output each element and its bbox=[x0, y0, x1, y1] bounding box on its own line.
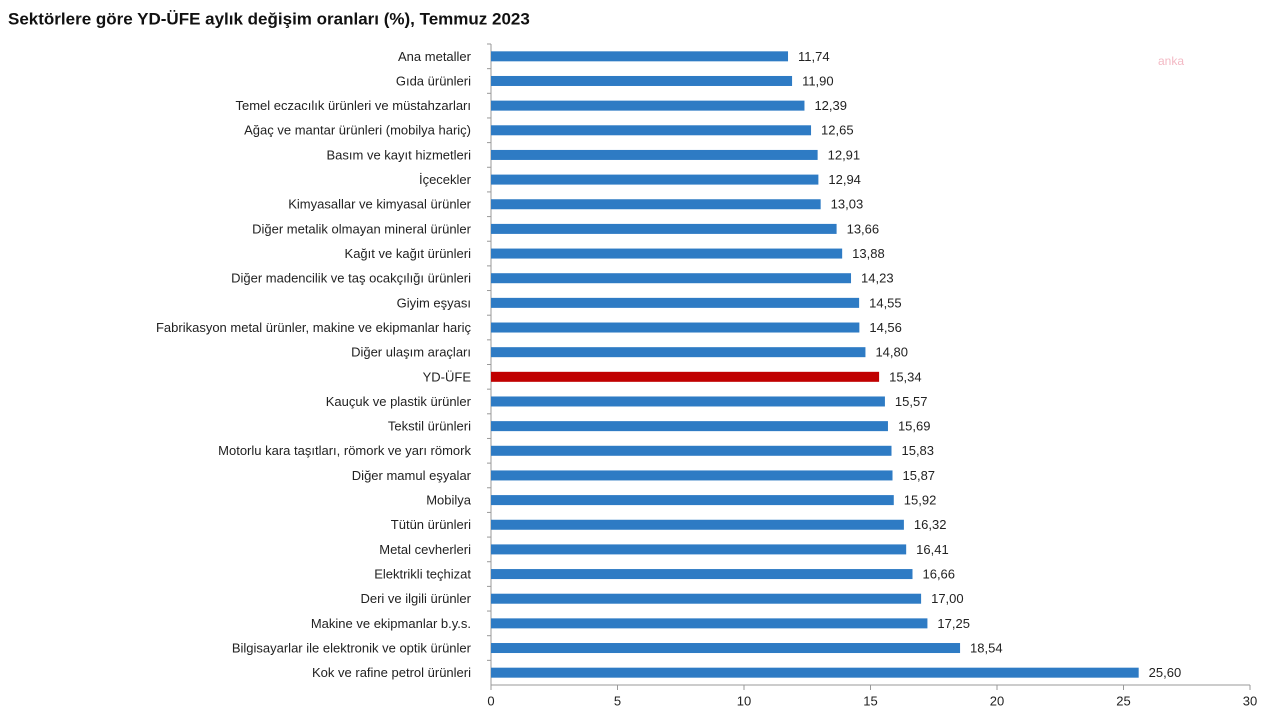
bar bbox=[491, 125, 812, 136]
value-label: 13,03 bbox=[831, 197, 864, 212]
value-label: 15,34 bbox=[889, 369, 922, 384]
value-label: 14,55 bbox=[869, 295, 902, 310]
y-tick-label: Tekstil ürünleri bbox=[388, 419, 471, 434]
x-tick-label: 20 bbox=[990, 693, 1004, 708]
bar bbox=[491, 174, 819, 185]
value-label: 15,69 bbox=[898, 419, 931, 434]
y-tick-label: Diğer madencilik ve taş ocakçılığı ürünl… bbox=[231, 271, 471, 286]
value-label: 12,65 bbox=[821, 123, 854, 138]
y-tick-label: Fabrikasyon metal ürünler, makine ve eki… bbox=[156, 320, 472, 335]
y-tick-label: Ağaç ve mantar ürünleri (mobilya hariç) bbox=[244, 123, 471, 138]
value-label: 14,80 bbox=[875, 345, 908, 360]
value-label: 15,87 bbox=[903, 468, 936, 483]
y-tick-label: Tütün ürünleri bbox=[391, 517, 471, 532]
value-label: 16,66 bbox=[922, 566, 955, 581]
y-tick-label: Diğer metalik olmayan mineral ürünler bbox=[252, 221, 472, 236]
y-tick-label: Deri ve ilgili ürünler bbox=[360, 591, 471, 606]
y-tick-label: İçecekler bbox=[419, 172, 472, 187]
y-tick-label: Mobilya bbox=[426, 493, 472, 508]
watermark: anka bbox=[1158, 54, 1184, 68]
value-label: 12,39 bbox=[814, 98, 847, 113]
y-tick-label: Bilgisayarlar ile elektronik ve optik ür… bbox=[232, 640, 472, 655]
value-label: 15,57 bbox=[895, 394, 928, 409]
y-tick-label: Diğer ulaşım araçları bbox=[351, 345, 471, 360]
y-tick-label: Temel eczacılık ürünleri ve müstahzarlar… bbox=[235, 98, 471, 113]
y-tick-label: Gıda ürünleri bbox=[396, 73, 471, 88]
value-label: 14,23 bbox=[861, 271, 894, 286]
y-tick-label: Makine ve ekipmanlar b.y.s. bbox=[311, 616, 471, 631]
x-tick-label: 30 bbox=[1243, 693, 1257, 708]
bar bbox=[491, 667, 1139, 678]
y-tick-label: Elektrikli teçhizat bbox=[374, 566, 471, 581]
y-tick-label: Kauçuk ve plastik ürünler bbox=[326, 394, 472, 409]
x-tick-label: 0 bbox=[487, 693, 494, 708]
value-label: 11,90 bbox=[802, 73, 834, 88]
value-label: 14,56 bbox=[869, 320, 902, 335]
bar bbox=[491, 149, 818, 160]
value-label: 13,66 bbox=[847, 221, 880, 236]
value-label: 12,91 bbox=[828, 147, 861, 162]
y-tick-label: Metal cevherleri bbox=[379, 542, 471, 557]
value-label: 12,94 bbox=[828, 172, 861, 187]
value-label: 17,25 bbox=[937, 616, 970, 631]
value-label: 16,32 bbox=[914, 517, 947, 532]
x-tick-label: 15 bbox=[863, 693, 877, 708]
x-tick-label: 10 bbox=[737, 693, 751, 708]
value-label: 15,83 bbox=[901, 443, 934, 458]
bar bbox=[491, 199, 821, 210]
bar bbox=[491, 618, 928, 629]
y-tick-label: Kimyasallar ve kimyasal ürünler bbox=[288, 197, 471, 212]
value-label: 16,41 bbox=[916, 542, 949, 557]
bar bbox=[491, 223, 837, 234]
bar bbox=[491, 470, 893, 481]
value-label: 15,92 bbox=[904, 493, 937, 508]
bar bbox=[491, 569, 913, 580]
bar bbox=[491, 322, 860, 333]
bar bbox=[491, 75, 793, 86]
bar bbox=[491, 593, 922, 604]
y-tick-label: Kok ve rafine petrol ürünleri bbox=[312, 665, 471, 680]
value-label: 11,74 bbox=[798, 49, 830, 64]
y-tick-label: Diğer mamul eşyalar bbox=[352, 468, 472, 483]
chart-title: Sektörlere göre YD-ÜFE aylık değişim ora… bbox=[8, 9, 530, 28]
x-tick-label: 5 bbox=[614, 693, 621, 708]
bar bbox=[491, 544, 907, 555]
bar bbox=[491, 347, 866, 358]
bar bbox=[491, 396, 885, 407]
value-label: 17,00 bbox=[931, 591, 964, 606]
value-label: 13,88 bbox=[852, 246, 885, 261]
x-tick-label: 25 bbox=[1116, 693, 1130, 708]
value-label: 18,54 bbox=[970, 640, 1003, 655]
y-tick-label: Basım ve kayıt hizmetleri bbox=[327, 147, 472, 162]
y-tick-label: Kağıt ve kağıt ürünleri bbox=[345, 246, 472, 261]
y-tick-label: YD-ÜFE bbox=[423, 369, 472, 384]
y-tick-label: Motorlu kara taşıtları, römork ve yarı r… bbox=[218, 443, 471, 458]
bar bbox=[491, 519, 904, 530]
bar bbox=[491, 51, 789, 62]
bar bbox=[491, 273, 852, 284]
bar bbox=[491, 100, 805, 111]
bar bbox=[491, 643, 961, 654]
bar bbox=[491, 371, 880, 382]
bar bbox=[491, 421, 888, 432]
bar bbox=[491, 248, 843, 259]
y-tick-label: Giyim eşyası bbox=[397, 295, 471, 310]
value-label: 25,60 bbox=[1149, 665, 1182, 680]
bar bbox=[491, 445, 892, 456]
y-tick-label: Ana metaller bbox=[398, 49, 472, 64]
bar bbox=[491, 297, 860, 308]
bar bbox=[491, 495, 894, 506]
